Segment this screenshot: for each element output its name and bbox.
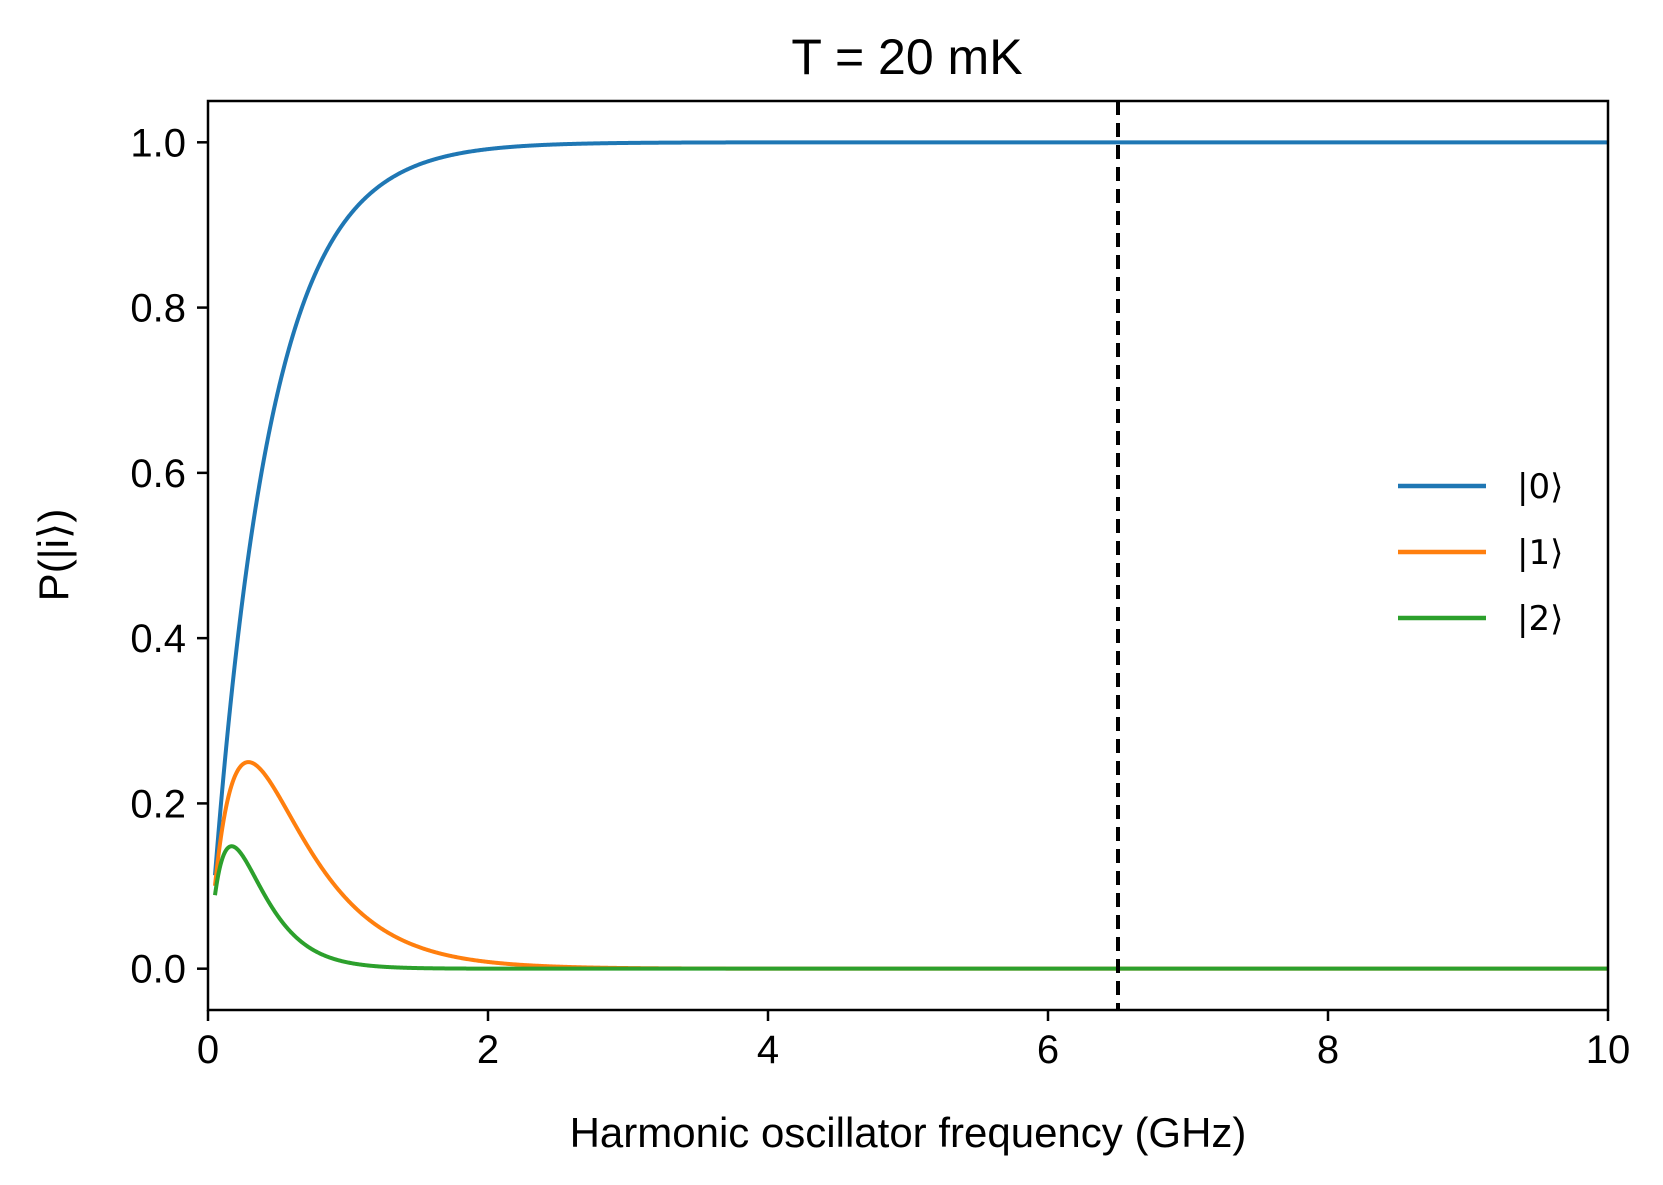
x-tick-label: 2: [477, 1028, 499, 1072]
series-line-2: [213, 844, 1609, 971]
series-line-0: [213, 140, 1609, 878]
y-axis: 0.0 0.2 0.4 0.6 0.8 1.0: [130, 121, 208, 992]
x-tick-label: 0: [197, 1028, 219, 1072]
y-tick-label: 0.6: [130, 452, 186, 496]
x-tick-label: 4: [757, 1028, 779, 1072]
x-axis: 0 2 4 6 8 10: [197, 1010, 1630, 1072]
y-tick-label: 0.4: [130, 617, 186, 661]
y-tick-label: 1.0: [130, 121, 186, 165]
x-tick-label: 8: [1317, 1028, 1339, 1072]
legend: |0⟩ |1⟩ |2⟩: [1398, 467, 1563, 639]
x-tick-label: 6: [1037, 1028, 1059, 1072]
y-tick-label: 0.8: [130, 287, 186, 331]
legend-label: |1⟩: [1517, 533, 1563, 573]
y-axis-label: P(|i⟩): [30, 509, 77, 602]
y-tick-label: 0.2: [130, 782, 186, 826]
x-tick-label: 10: [1586, 1028, 1631, 1072]
plot-frame: [206, 99, 1610, 1012]
y-tick-label: 0.0: [130, 948, 186, 992]
legend-label: |0⟩: [1517, 467, 1563, 507]
x-axis-label: Harmonic oscillator frequency (GHz): [570, 1109, 1247, 1156]
legend-label: |2⟩: [1517, 599, 1563, 639]
series-line-1: [213, 760, 1609, 971]
plot-area: [213, 101, 1609, 1010]
chart-title: T = 20 mK: [791, 29, 1022, 85]
